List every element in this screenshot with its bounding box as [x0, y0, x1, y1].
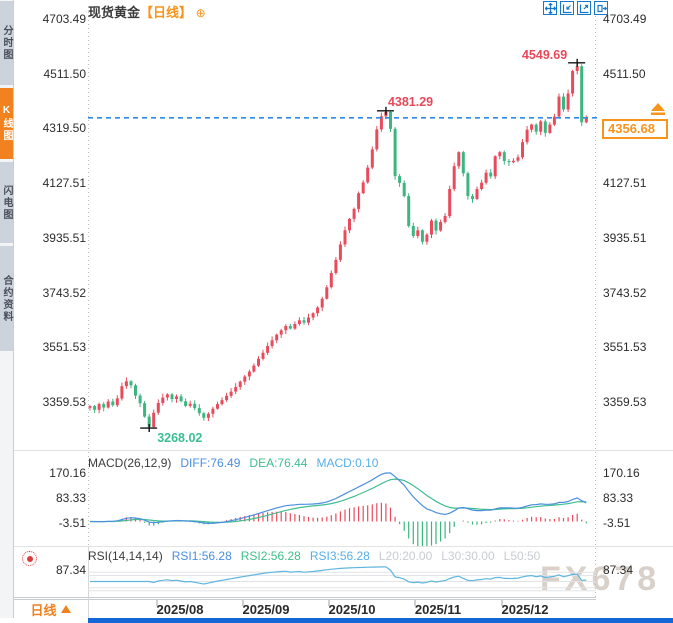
- rsi2-value: RSI2:56.28: [240, 549, 301, 563]
- x-axis-month-label: 2025/09: [242, 602, 290, 617]
- x-axis-month-label: 2025/08: [156, 602, 204, 617]
- period-up-arrow-icon: [60, 605, 71, 613]
- price-axis-label: 4703.49: [42, 12, 86, 26]
- rsi-name: RSI(14,14,14): [88, 549, 163, 563]
- macd-name: MACD(26,12,9): [88, 456, 172, 470]
- macd-axis-label: 170.16: [603, 465, 640, 480]
- rsi-axis-label: 87.34: [55, 563, 86, 577]
- rsi1-value: RSI1:56.28: [171, 549, 232, 563]
- macd-dea-value: DEA:76.44: [249, 456, 308, 470]
- compress-icon[interactable]: [560, 1, 574, 15]
- price-axis-label: 3935.51: [42, 230, 86, 245]
- macd-axis-label: 83.33: [55, 490, 86, 505]
- macd-hist-value: MACD:0.10: [316, 456, 379, 470]
- macd-axis-label: -3.51: [58, 515, 86, 530]
- period-selector[interactable]: 日线: [13, 600, 88, 618]
- price-axis-label: 3551.53: [603, 340, 647, 355]
- x-axis-month-label: 2025/10: [328, 602, 376, 617]
- price-axis-label: 3551.53: [42, 340, 86, 355]
- macd-plot[interactable]: [88, 470, 595, 546]
- sidebar-item-time-chart[interactable]: 分时图: [0, 1, 13, 85]
- x-axis-month-label: 2025/11: [414, 602, 462, 617]
- rsi-l30: L30:30.00: [441, 549, 495, 563]
- macd-diff-value: DIFF:76.49: [180, 456, 241, 470]
- add-indicator-icon[interactable]: ⊕: [195, 6, 206, 20]
- annotation-low-price: 3268.02: [157, 431, 203, 446]
- instrument-name: 现货黄金: [88, 5, 141, 20]
- price-axis-label: 3743.52: [42, 285, 86, 300]
- period-label: 日线: [30, 602, 57, 618]
- scrollbar-thumb[interactable]: [88, 618, 673, 623]
- price-axis-label: 3359.53: [42, 394, 86, 409]
- annotation-swing-high-price: 4381.29: [387, 94, 434, 109]
- price-axis-label: 4511.50: [603, 66, 646, 81]
- expand-icon[interactable]: [577, 1, 591, 15]
- sidebar-item-contract-info[interactable]: 合约资料: [0, 246, 13, 351]
- price-up-arrow-icon: [651, 102, 665, 115]
- rsi-l50: L50:50: [503, 549, 541, 563]
- price-axis-label: 4127.51: [603, 176, 647, 191]
- price-axis-label: 4319.50: [42, 121, 86, 136]
- price-axis-label: 4703.49: [603, 12, 647, 26]
- rsi-axis-label: 87.34: [603, 563, 634, 577]
- last-price-tag: 4356.68: [602, 118, 668, 139]
- macd-axis-label: -3.51: [603, 515, 631, 530]
- live-indicator-icon[interactable]: [22, 551, 37, 566]
- annotation-high-price: 4549.69: [521, 47, 568, 62]
- macd-axis-label: 83.33: [603, 490, 634, 505]
- macd-axis-label: 170.16: [49, 465, 86, 480]
- rsi-l20: L20:20.00: [378, 549, 433, 563]
- chart-title: 现货黄金【日线】 ⊕: [88, 2, 206, 21]
- exit-icon[interactable]: [594, 1, 608, 15]
- candlestick-plot[interactable]: [88, 12, 595, 450]
- price-axis-label: 3935.51: [603, 230, 647, 245]
- rsi3-value: RSI3:56.28: [309, 549, 370, 563]
- price-axis-label: 4511.50: [43, 66, 87, 81]
- price-axis-label: 3743.52: [603, 285, 647, 300]
- rsi-plot[interactable]: [88, 563, 595, 597]
- fx678-watermark: FX678: [540, 560, 661, 598]
- timeframe-label: 【日线】: [140, 5, 193, 20]
- rsi-header: RSI(14,14,14) RSI1:56.28 RSI2:56.28 RSI3:56…: [88, 549, 549, 563]
- chart-toolbar: [543, 1, 608, 15]
- macd-header: MACD(26,12,9) DIFF:76.49 DEA:76.44 MACD:0.1…: [88, 456, 387, 470]
- price-axis-label: 3359.53: [603, 394, 647, 409]
- sidebar-item-kline-chart[interactable]: K线图: [0, 88, 13, 159]
- pan-icon[interactable]: [543, 1, 557, 15]
- price-axis-label: 4127.51: [42, 176, 86, 191]
- sidebar-item-flash-chart[interactable]: 闪电图: [0, 162, 13, 243]
- x-axis-month-label: 2025/12: [501, 602, 549, 617]
- chart-type-sidebar: 分时图 K线图闪电图合约资料: [0, 0, 14, 618]
